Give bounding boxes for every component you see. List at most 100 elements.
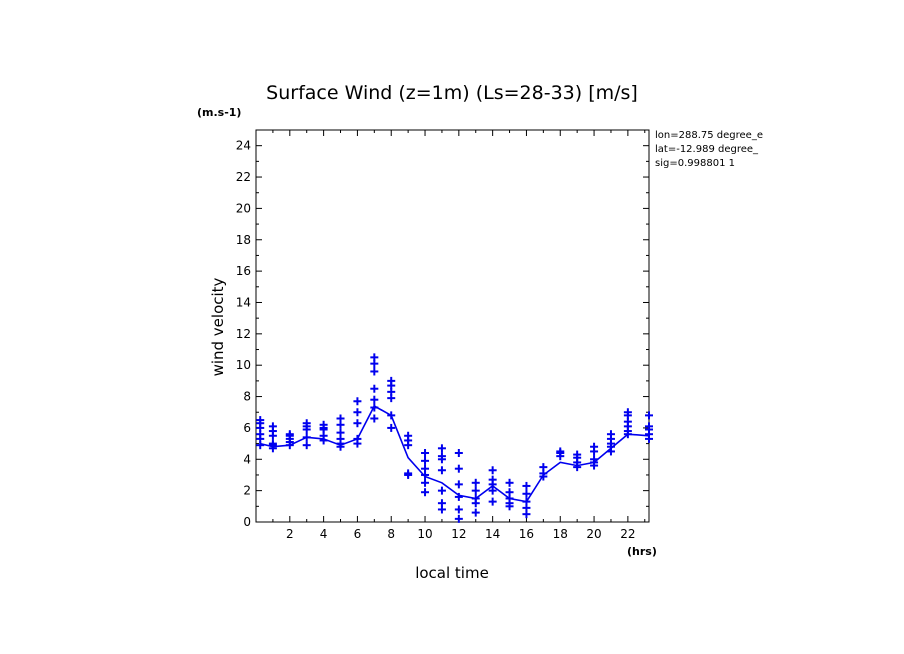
x-tick-label: 22 [620, 527, 635, 541]
data-point [370, 353, 379, 362]
y-tick-label: 16 [236, 264, 251, 278]
data-point [370, 403, 379, 412]
data-point [623, 408, 632, 417]
data-point [353, 397, 362, 406]
y-tick-label: 24 [236, 139, 251, 153]
data-point [606, 430, 615, 439]
x-tick-label: 10 [417, 527, 432, 541]
data-point [539, 463, 548, 472]
info-box: lon=288.75 degree_e lat=-12.989 degree_ … [655, 130, 763, 169]
data-point [454, 492, 463, 501]
y-axis-label: wind velocity [209, 277, 227, 376]
plot-frame [255, 129, 650, 523]
data-point [353, 408, 362, 417]
x-tick-label: 12 [451, 527, 466, 541]
data-point [573, 450, 582, 459]
data-point [505, 478, 514, 487]
data-point [421, 456, 430, 465]
data-point [590, 455, 599, 464]
data-point [454, 480, 463, 489]
info-line-lon: lon=288.75 degree_e [655, 130, 763, 141]
data-point [471, 508, 480, 517]
data-point [302, 441, 311, 450]
y-tick-label: 0 [243, 515, 251, 529]
x-tick-label: 14 [485, 527, 500, 541]
data-point [454, 505, 463, 514]
y-tick-label: 12 [236, 327, 251, 341]
x-tick-label: 20 [586, 527, 601, 541]
info-clip-mask [780, 126, 904, 172]
data-point [302, 433, 311, 442]
x-axis-label: local time [415, 564, 489, 582]
data-point [404, 469, 413, 478]
data-point [387, 376, 396, 385]
y-tick-label: 14 [236, 295, 251, 309]
mean-line [260, 404, 650, 503]
chart-title: Surface Wind (z=1m) (Ls=28-33) [m/s] [266, 82, 638, 104]
data-point [437, 499, 446, 508]
x-tick-label: 2 [286, 527, 294, 541]
x-tick-label: 16 [519, 527, 534, 541]
data-point [454, 449, 463, 458]
y-tick-label: 2 [243, 484, 251, 498]
data-point [370, 384, 379, 393]
data-point [437, 452, 446, 461]
data-point [404, 431, 413, 440]
data-point [353, 434, 362, 443]
y-tick-label: 18 [236, 233, 251, 247]
data-point [454, 514, 463, 523]
x-tick-label: 8 [387, 527, 395, 541]
data-point [319, 420, 328, 429]
y-tick-label: 6 [243, 421, 251, 435]
data-point [437, 466, 446, 475]
y-tick-label: 22 [236, 170, 251, 184]
data-point [488, 475, 497, 484]
data-point [454, 464, 463, 473]
data-point [387, 411, 396, 420]
data-point [336, 414, 345, 423]
data-point [488, 466, 497, 475]
data-point [645, 411, 653, 420]
data-point [336, 428, 345, 437]
data-point [268, 422, 277, 431]
data-point [370, 395, 379, 404]
data-point [522, 481, 531, 490]
y-tick-label: 4 [243, 452, 251, 466]
y-tick-label: 8 [243, 390, 251, 404]
data-point [421, 478, 430, 487]
data-point [471, 494, 480, 503]
data-point [488, 497, 497, 506]
info-line-sig: sig=0.998801 1 [655, 158, 735, 169]
data-point [437, 486, 446, 495]
data-point [645, 422, 653, 431]
data-point [471, 478, 480, 487]
data-point [437, 444, 446, 453]
data-point [421, 464, 430, 473]
data-point [421, 449, 430, 458]
data-marks [256, 353, 653, 523]
x-tick-label: 4 [320, 527, 328, 541]
data-point [556, 447, 565, 456]
y-tick-label: 20 [236, 201, 251, 215]
info-line-lat: lat=-12.989 degree_ [655, 144, 759, 155]
data-point [285, 430, 294, 439]
data-point [256, 416, 265, 425]
y-unit-label: (m.s-1) [197, 106, 241, 119]
data-point [387, 423, 396, 432]
data-point [522, 497, 531, 506]
x-tick-label: 6 [354, 527, 362, 541]
data-point [522, 489, 531, 498]
data-point [353, 419, 362, 428]
data-point [370, 414, 379, 423]
x-tick-label: 18 [553, 527, 568, 541]
data-point [370, 367, 379, 376]
data-point [268, 439, 277, 448]
data-point [302, 419, 311, 428]
data-point [471, 486, 480, 495]
data-point [505, 488, 514, 497]
x-unit-label: (hrs) [627, 545, 657, 558]
data-point [421, 488, 430, 497]
y-tick-label: 10 [236, 358, 251, 372]
